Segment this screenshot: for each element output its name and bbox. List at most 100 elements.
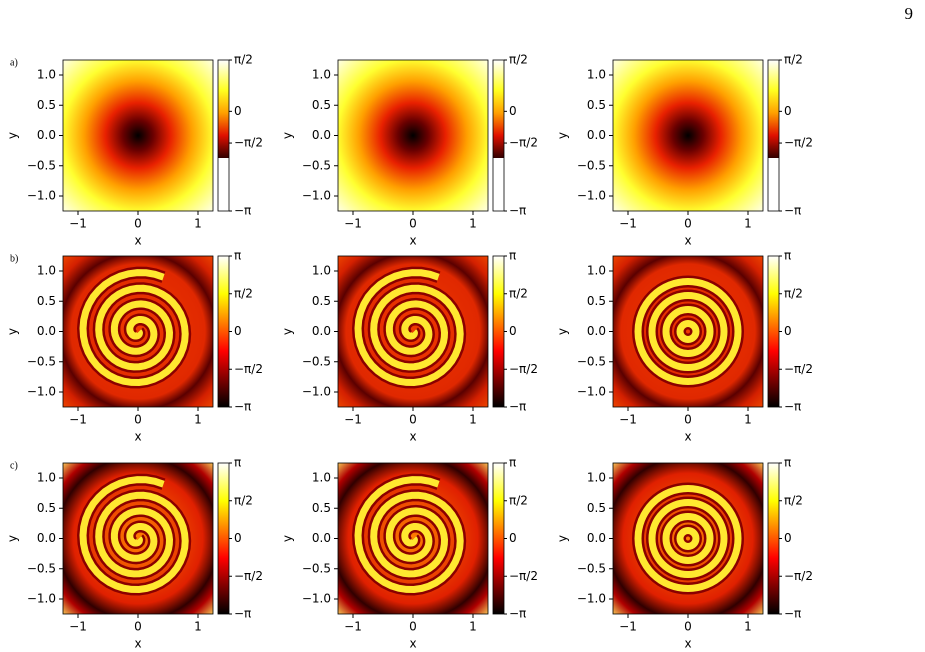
x-tick-label: 1 [744, 620, 752, 634]
y-tick-label: 1.0 [587, 264, 606, 278]
y-tick-label: −1.0 [577, 592, 606, 606]
y-tick-label: −1.0 [27, 189, 56, 203]
y-tick-label: 0.5 [587, 98, 606, 112]
colorbar-tick-label: 0 [784, 104, 792, 118]
spiral [79, 476, 189, 594]
y-tick-label: −1.0 [27, 592, 56, 606]
colorbar [492, 462, 505, 615]
y-tick-label: −0.5 [27, 561, 56, 575]
x-tick-label: −1 [344, 413, 362, 427]
y-tick-label: −0.5 [577, 158, 606, 172]
y-tick-label: 1.0 [587, 68, 606, 82]
x-tick-label: −1 [619, 620, 637, 634]
colorbar-tick-label: −π/2 [784, 569, 813, 583]
y-tick-label: 0.0 [587, 531, 606, 545]
spiral [79, 269, 189, 387]
y-tick-label: −0.5 [577, 561, 606, 575]
colorbar [767, 462, 780, 615]
x-axis-label: x [684, 234, 691, 248]
colorbar-tick-label: π/2 [509, 286, 528, 300]
y-tick-label: 0.5 [587, 501, 606, 515]
x-tick-label: 0 [409, 413, 417, 427]
y-axis-label: y [556, 328, 570, 335]
heatmap [63, 60, 213, 211]
x-tick-label: 1 [194, 217, 202, 231]
y-axis-label: y [6, 132, 20, 139]
colorbar-tick-label: 0 [509, 531, 517, 545]
y-tick-label: −0.5 [577, 354, 606, 368]
colorbar-tick-label: 0 [784, 531, 792, 545]
y-tick-label: 0.0 [312, 531, 331, 545]
x-tick-label: 0 [134, 620, 142, 634]
colorbar-tick-label: −π/2 [509, 569, 538, 583]
y-tick-label: 0.0 [312, 128, 331, 142]
y-axis-label: y [6, 328, 20, 335]
x-axis-label: x [409, 430, 416, 444]
colorbar-tick-label: π [234, 456, 241, 470]
spiral [354, 476, 464, 594]
y-axis-label: y [281, 535, 295, 542]
colorbar [217, 255, 230, 408]
page-number: 9 [905, 4, 914, 23]
colorbar-tick-label: −π [509, 204, 526, 218]
x-tick-label: 1 [469, 413, 477, 427]
colorbar-tick-label: 0 [509, 104, 517, 118]
x-axis-label: x [409, 234, 416, 248]
x-tick-label: 0 [409, 217, 417, 231]
y-axis-label: y [556, 132, 570, 139]
y-axis-label: y [556, 535, 570, 542]
x-tick-label: −1 [69, 413, 87, 427]
x-axis-label: x [134, 430, 141, 444]
colorbar-tick-label: −π [234, 607, 251, 621]
y-tick-label: 0.0 [37, 128, 56, 142]
y-tick-label: 1.0 [37, 471, 56, 485]
colorbar-tick-label: π [784, 249, 791, 263]
colorbar [767, 255, 780, 408]
x-tick-label: −1 [619, 413, 637, 427]
colorbar-tick-label: −π [784, 607, 801, 621]
colorbar-tick-label: −π/2 [784, 136, 813, 150]
ring [662, 306, 714, 357]
colorbar-tick-label: −π [509, 400, 526, 414]
ring [662, 513, 714, 564]
x-tick-label: 0 [684, 620, 692, 634]
x-tick-label: −1 [69, 217, 87, 231]
y-tick-label: 1.0 [37, 68, 56, 82]
spiral [354, 269, 464, 387]
y-tick-label: 1.0 [587, 471, 606, 485]
colorbar-tick-label: −π/2 [509, 362, 538, 376]
heatmap [63, 256, 213, 407]
y-tick-label: 0.5 [37, 294, 56, 308]
ring [634, 278, 742, 385]
y-tick-label: 0.5 [312, 294, 331, 308]
colorbar-tick-label: π/2 [234, 53, 253, 67]
x-tick-label: 1 [469, 217, 477, 231]
x-tick-label: −1 [344, 217, 362, 231]
colorbar-tick-label: π/2 [234, 286, 253, 300]
x-tick-label: 0 [409, 620, 417, 634]
ring [648, 499, 728, 578]
y-axis-label: y [281, 132, 295, 139]
colorbar [492, 59, 505, 212]
x-axis-label: x [134, 234, 141, 248]
colorbar-tick-label: −π [234, 400, 251, 414]
y-tick-label: 1.0 [312, 264, 331, 278]
y-tick-label: 0.5 [312, 501, 331, 515]
x-tick-label: 0 [684, 217, 692, 231]
y-tick-label: −1.0 [577, 189, 606, 203]
y-tick-label: −0.5 [302, 354, 331, 368]
y-tick-label: 0.5 [37, 98, 56, 112]
x-axis-label: x [134, 637, 141, 651]
panel-label: b) [10, 253, 18, 264]
colorbar-tick-label: −π/2 [234, 569, 263, 583]
heatmap [613, 256, 763, 407]
colorbar-tick-label: 0 [509, 324, 517, 338]
heatmap [338, 463, 488, 614]
colorbar-tick-label: −π [234, 204, 251, 218]
y-tick-label: 0.5 [587, 294, 606, 308]
ring [634, 485, 742, 592]
ring [676, 320, 700, 343]
colorbar-tick-label: π/2 [784, 286, 803, 300]
